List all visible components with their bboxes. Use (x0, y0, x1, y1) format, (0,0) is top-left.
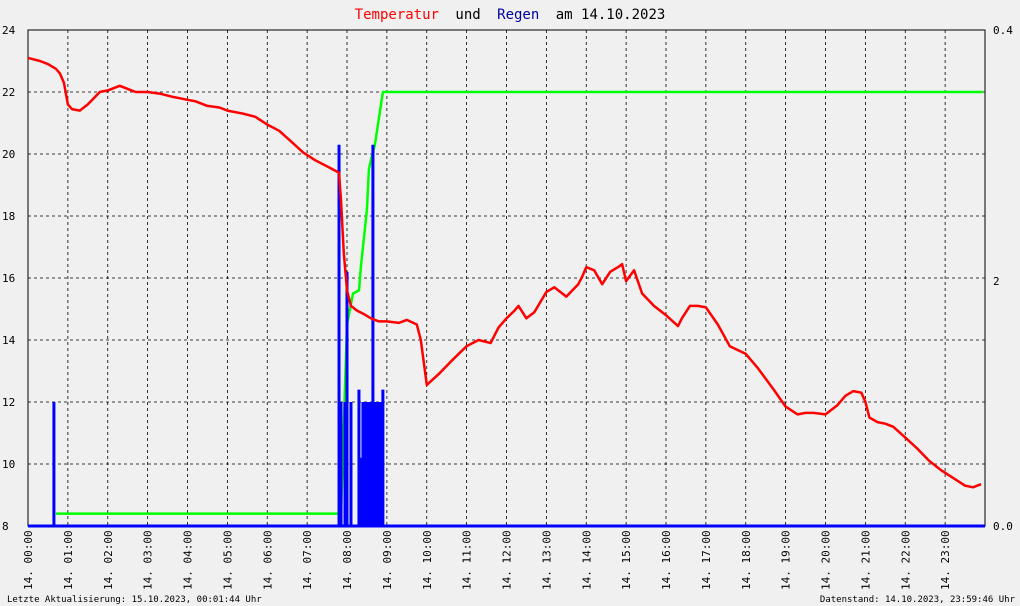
x-tick-label: 14. 10:00 (421, 530, 434, 590)
x-tick-label: 14. 22:00 (899, 530, 912, 590)
y-right-tick-label: 2 (993, 275, 1000, 288)
x-tick-label: 14. 20:00 (820, 530, 833, 590)
grid (27, 29, 986, 527)
y-axis-left-labels: 8 10 12 14 16 18 20 22 24 (2, 24, 16, 533)
y-right-tick-label: 0.4 (993, 24, 1013, 37)
temperature-line (27, 56, 982, 489)
y-tick-label: 18 (2, 210, 15, 223)
y-tick-label: 20 (2, 148, 15, 161)
title-und: und (455, 7, 480, 23)
y-tick-label: 8 (2, 520, 9, 533)
y-right-tick-label: 0.0 (993, 520, 1013, 533)
x-tick-label: 14. 17:00 (700, 530, 713, 590)
y-tick-label: 16 (2, 272, 15, 285)
x-tick-label: 14. 06:00 (261, 530, 274, 590)
chart-title: Temperatur und Regen am 14.10.2023 (355, 7, 666, 23)
x-tick-label: 14. 19:00 (780, 530, 793, 590)
x-tick-label: 14. 01:00 (62, 530, 75, 590)
series-layer (27, 56, 985, 528)
x-tick-label: 14. 14:00 (580, 530, 593, 590)
footer-last-update: Letzte Aktualisierung: 15.10.2023, 00:01… (7, 595, 262, 605)
y-tick-label: 24 (2, 24, 16, 37)
x-tick-label: 14. 07:00 (301, 530, 314, 590)
x-tick-label: 14. 02:00 (102, 530, 115, 590)
y-tick-label: 14 (2, 334, 16, 347)
y-tick-label: 22 (2, 86, 15, 99)
x-tick-label: 14. 21:00 (859, 530, 872, 590)
x-tick-label: 14. 13:00 (540, 530, 553, 590)
x-tick-label: 14. 03:00 (142, 530, 155, 590)
title-date: am 14.10.2023 (556, 7, 666, 23)
x-tick-label: 14. 18:00 (740, 530, 753, 590)
footer-data-state: Datenstand: 14.10.2023, 23:59:46 Uhr (820, 595, 1016, 605)
x-tick-label: 14. 23:00 (939, 530, 952, 590)
rain-total-line (55, 90, 983, 515)
x-tick-label: 14. 05:00 (221, 530, 234, 590)
x-tick-label: 14. 04:00 (182, 530, 195, 590)
x-tick-label: 14. 00:00 (22, 530, 35, 590)
x-tick-label: 14. 16:00 (660, 530, 673, 590)
title-regen: Regen (497, 7, 539, 23)
y-tick-label: 10 (2, 458, 15, 471)
x-axis-labels: 14. 00:00 14. 01:00 14. 02:00 14. 03:00 14. … (22, 530, 952, 590)
title-temperatur: Temperatur (355, 7, 439, 23)
y-tick-label: 12 (2, 396, 15, 409)
y-axis-right-labels: 0.4 2 0.0 (993, 24, 1013, 533)
x-tick-label: 14. 15:00 (620, 530, 633, 590)
x-tick-label: 14. 11:00 (461, 530, 474, 590)
x-tick-label: 14. 09:00 (381, 530, 394, 590)
x-tick-label: 14. 12:00 (501, 530, 514, 590)
x-tick-label: 14. 08:00 (341, 530, 354, 590)
